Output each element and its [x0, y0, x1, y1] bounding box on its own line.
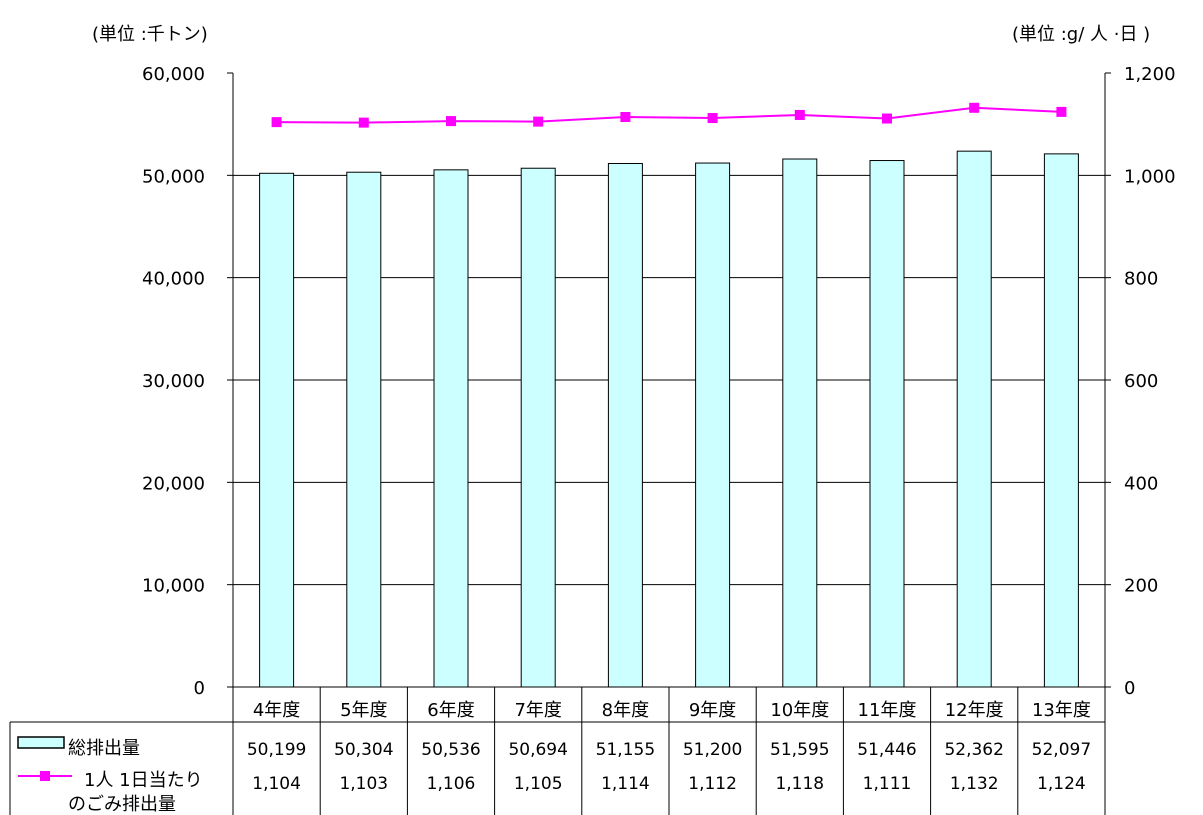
left-y-tick-label: 50,000 — [142, 166, 205, 187]
line-marker — [533, 116, 544, 127]
data-label: 51,595 — [770, 740, 829, 760]
left-y-tick-label: 30,000 — [142, 371, 205, 392]
x-tick-label: 5年度 — [340, 700, 387, 721]
left-y-tick-label: 10,000 — [142, 576, 205, 597]
data-label: 1,112 — [688, 774, 737, 794]
line-marker — [620, 112, 631, 123]
data-label: 1,104 — [252, 774, 301, 794]
data-label: 50,536 — [421, 740, 480, 760]
data-label: 1,106 — [427, 774, 476, 794]
legend-label: 1人 1日当たりのごみ排出量 — [68, 770, 203, 815]
line-marker — [446, 116, 456, 127]
bar — [1043, 153, 1079, 688]
x-tick-label: 9年度 — [689, 700, 736, 721]
data-label: 1,132 — [950, 774, 999, 794]
line-marker — [707, 113, 718, 124]
bar — [433, 169, 469, 688]
data-label: 1,105 — [514, 774, 563, 794]
bar — [259, 172, 295, 688]
legend-key-bar — [17, 736, 65, 749]
left-y-tick-label: 40,000 — [142, 269, 205, 290]
right-y-tick-label: 600 — [1124, 371, 1158, 392]
bar — [695, 162, 731, 688]
x-tick-label: 13年度 — [1032, 700, 1091, 721]
line-marker — [1056, 106, 1067, 117]
data-label: 1,124 — [1037, 774, 1086, 794]
data-label: 1,114 — [601, 774, 650, 794]
right-y-tick-label: 800 — [1124, 269, 1158, 290]
legend-key-marker — [40, 771, 50, 781]
x-tick-label: 4年度 — [253, 700, 300, 721]
data-label: 50,304 — [334, 740, 393, 760]
series-line — [276, 106, 1062, 124]
right-y-tick-label: 400 — [1124, 473, 1158, 494]
data-label: 51,155 — [596, 740, 655, 760]
data-label: 1,118 — [775, 774, 824, 794]
bar — [782, 158, 818, 688]
left-y-tick-label: 20,000 — [142, 473, 205, 494]
data-label: 50,694 — [508, 740, 567, 760]
data-label: 52,097 — [1032, 740, 1091, 760]
data-label: 51,446 — [857, 740, 916, 760]
x-tick-label: 7年度 — [514, 700, 561, 721]
right-axis-unit-label: (単位 :g/ 人 ·日 ) — [1012, 24, 1151, 45]
x-tick-label: 11年度 — [858, 700, 917, 721]
line-marker — [969, 102, 980, 113]
bar — [607, 163, 643, 688]
data-label: 52,362 — [944, 740, 1003, 760]
x-tick-label: 10年度 — [770, 700, 829, 721]
right-y-tick-label: 1,200 — [1124, 64, 1176, 85]
line-marker — [271, 117, 282, 128]
right-y-tick-label: 1,000 — [1124, 166, 1176, 187]
left-axis-unit-label: (単位 :千トン) — [92, 24, 208, 45]
x-tick-label: 6年度 — [427, 700, 474, 721]
data-label: 1,111 — [863, 774, 912, 794]
left-y-tick-label: 0 — [194, 678, 205, 699]
line-marker — [358, 117, 369, 128]
bar — [346, 171, 382, 688]
x-tick-label: 8年度 — [602, 700, 649, 721]
right-y-tick-label: 0 — [1124, 678, 1135, 699]
data-label: 50,199 — [247, 740, 306, 760]
bar — [520, 167, 556, 688]
x-tick-label: 12年度 — [945, 700, 1004, 721]
bar — [869, 160, 905, 688]
line-marker — [794, 109, 805, 120]
data-label: 51,200 — [683, 740, 742, 760]
data-label: 1,103 — [339, 774, 388, 794]
left-y-tick-label: 60,000 — [142, 64, 205, 85]
bar — [956, 150, 992, 688]
line-marker — [882, 113, 892, 124]
legend-label: 総排出量 — [68, 738, 140, 759]
right-y-tick-label: 200 — [1124, 576, 1158, 597]
